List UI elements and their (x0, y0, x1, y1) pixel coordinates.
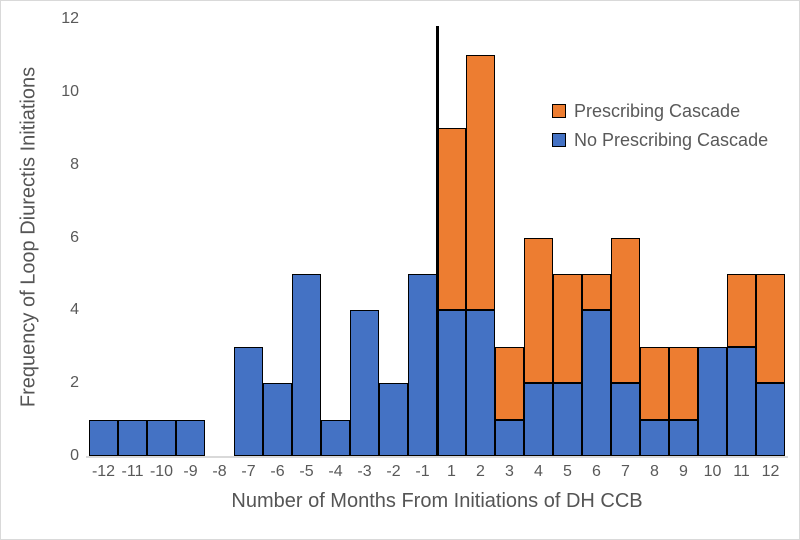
bar-segment (669, 346, 698, 420)
y-tick-label: 6 (70, 228, 79, 246)
bar-segment (727, 273, 756, 347)
bar-segment (263, 383, 292, 456)
x-tick-label: -8 (212, 463, 227, 480)
bar-segment (118, 419, 147, 456)
x-tick-label: 6 (592, 463, 601, 480)
x-tick-label: -5 (299, 463, 314, 480)
legend-item-no-prescribing-cascade: No Prescribing Cascade (552, 130, 768, 150)
bar-segment (437, 128, 466, 311)
x-tick-label: 9 (679, 463, 688, 480)
x-tick-label: 10 (703, 463, 722, 480)
legend: Prescribing Cascade No Prescribing Casca… (552, 101, 768, 150)
zero-reference-line (435, 26, 439, 456)
y-tick-label: 0 (70, 447, 79, 464)
bar-segment (524, 383, 553, 456)
bar-segment (553, 273, 582, 384)
x-tick-label: -1 (415, 463, 430, 480)
x-tick-label: 4 (534, 463, 543, 480)
x-tick-label: 3 (505, 463, 514, 480)
bar-segment (292, 273, 321, 456)
x-tick-label: 11 (733, 463, 750, 480)
x-tick-label: 1 (447, 463, 456, 480)
bar-segment (698, 346, 727, 456)
legend-item-prescribing-cascade: Prescribing Cascade (552, 101, 768, 121)
bar-segment (582, 273, 611, 311)
bar-segment (408, 273, 437, 456)
legend-swatch-blue (552, 133, 566, 147)
bar-segment (611, 237, 640, 384)
y-tick-label: 8 (70, 155, 79, 173)
legend-swatch-orange (552, 104, 566, 118)
x-tick-label: 2 (476, 463, 485, 480)
bar-segment (756, 383, 785, 456)
bar-segment (611, 383, 640, 456)
x-tick-label: 5 (563, 463, 572, 480)
legend-label: Prescribing Cascade (574, 101, 741, 121)
bar-segment (640, 346, 669, 420)
bar-segment (379, 383, 408, 456)
y-tick-label: 12 (61, 10, 79, 27)
bar-segment (89, 419, 118, 456)
bar-segment (466, 310, 495, 456)
x-tick-label: -11 (121, 463, 144, 480)
legend-label: No Prescribing Cascade (574, 130, 769, 150)
x-tick-label: 12 (761, 463, 780, 480)
x-tick-label: -10 (149, 463, 174, 480)
x-tick-label: -2 (386, 463, 401, 480)
x-tick-label: -12 (91, 463, 116, 480)
x-axis-tick-labels: -12 -11 -10 -9 -8 -7 -6 -5 -4 -3 -2 -1 1 2 3 4 5 6 7 8 9 10 11… (89, 463, 785, 481)
bar-segment (350, 310, 379, 456)
bar-segment (524, 237, 553, 384)
x-tick-label: -4 (328, 463, 343, 480)
bar-segment (669, 419, 698, 456)
bar-segment (495, 419, 524, 456)
y-tick-label: 4 (70, 301, 79, 319)
x-tick-label: -9 (183, 463, 198, 480)
y-tick-label: 2 (70, 374, 79, 392)
bar-segment (727, 346, 756, 456)
y-tick-label: 10 (61, 82, 79, 100)
bar-segment (756, 273, 785, 384)
bar-segment (640, 419, 669, 456)
x-tick-label: -7 (241, 463, 256, 480)
x-tick-label: 7 (621, 463, 630, 480)
x-axis-line (86, 456, 788, 458)
x-tick-label: -6 (270, 463, 285, 480)
x-tick-label: 8 (650, 463, 659, 480)
plot-area (89, 19, 785, 456)
bar-segment (147, 419, 176, 456)
bar-segment (495, 346, 524, 420)
bar-segment (466, 55, 495, 311)
bar-segment (234, 346, 263, 456)
bar-segment (321, 419, 350, 456)
x-tick-label: -3 (357, 463, 372, 480)
bar-segment (176, 419, 205, 456)
x-axis-title: Number of Months From Initiations of DH … (231, 490, 643, 512)
bar-segment (582, 310, 611, 456)
bar-segment (437, 310, 466, 456)
bar-segment (553, 383, 582, 456)
